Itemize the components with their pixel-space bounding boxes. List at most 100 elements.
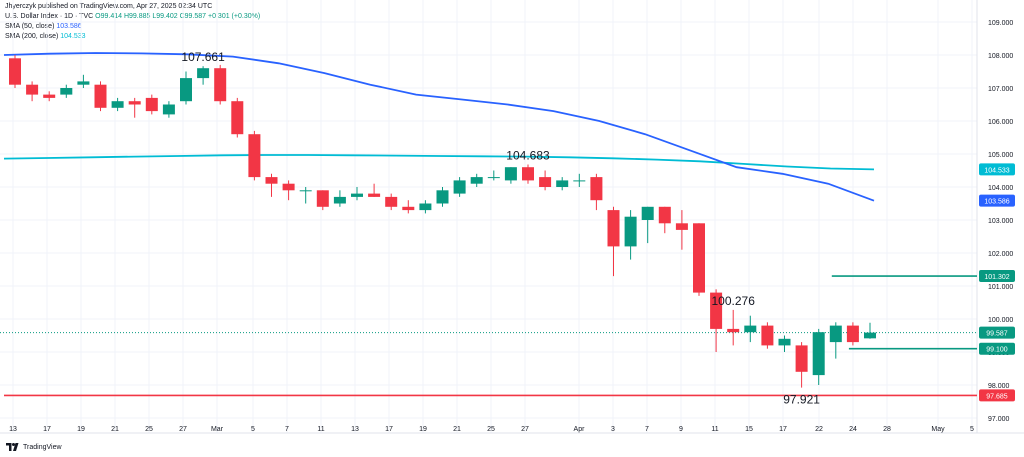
sma200-legend[interactable]: SMA (200, close) 104.533 (5, 32, 260, 42)
date-tick-label: 7 (285, 426, 289, 433)
candle (351, 187, 363, 201)
price-tick-label: 101.000 (988, 284, 1013, 291)
candle (556, 177, 569, 191)
date-tick-label: 24 (849, 426, 857, 433)
candle (419, 200, 432, 214)
candle (145, 94, 158, 115)
candle (60, 84, 73, 98)
candle (470, 173, 483, 187)
candle-body (727, 328, 740, 333)
candle (436, 187, 449, 207)
candle-body (675, 223, 688, 230)
candle-body (26, 84, 39, 95)
candle-body (846, 325, 859, 343)
candle (385, 193, 398, 211)
candle-body (128, 101, 141, 105)
footer[interactable]: TradingView (6, 443, 62, 451)
candle (231, 97, 244, 138)
price-tick-label: 100.000 (988, 317, 1013, 324)
sma50-legend[interactable]: SMA (50, close) 103.586 (5, 22, 260, 32)
candle (9, 55, 21, 88)
chart-header: Jhyerczyk published on TradingView.com, … (5, 2, 260, 42)
candle-body (864, 332, 876, 339)
price-tick-label: 98.000 (988, 383, 1010, 390)
candle (43, 91, 56, 102)
candle-body (214, 68, 227, 102)
horizontal-levels (0, 275, 977, 397)
date-tick-label: 5 (970, 426, 974, 433)
candle-body (77, 81, 90, 85)
date-tick-label: 17 (385, 426, 393, 433)
candle-body (180, 78, 192, 102)
candle-body (453, 180, 466, 194)
candle-body (419, 203, 432, 211)
candle (624, 210, 637, 260)
candle-body (539, 177, 552, 187)
candle-body (607, 210, 620, 247)
level-tag-support-upper-text: 99.100 (986, 347, 1008, 354)
candle-body (145, 97, 158, 112)
candlesticks (9, 55, 876, 388)
candle (641, 206, 654, 244)
candle-body (282, 183, 295, 191)
candle (573, 173, 586, 187)
sma200-legend-value: 104.533 (60, 33, 86, 40)
candle-body (504, 167, 517, 181)
candle-body (9, 58, 21, 85)
candle (829, 322, 842, 359)
candle (812, 328, 825, 385)
candle-body (573, 180, 586, 182)
candle (539, 170, 552, 191)
level-tag-resistance-text: 101.302 (984, 274, 1009, 281)
sma200-price-tag-background (979, 163, 1015, 176)
candle-body (265, 177, 278, 184)
candle (94, 81, 107, 112)
moving-averages (3, 52, 875, 202)
candle (522, 164, 534, 184)
candle-body (316, 190, 329, 207)
candle-body (487, 177, 500, 179)
date-tick-label: 19 (77, 426, 85, 433)
sma200-line (3, 154, 875, 171)
chart-grid (0, 0, 977, 433)
date-tick-label: 11 (711, 426, 718, 433)
date-tick-label: 28 (883, 426, 891, 433)
candle (197, 66, 210, 85)
annotation-label: 97.921 (783, 393, 820, 407)
date-tick-label: 25 (487, 426, 495, 433)
level-tag-support-lower: 97.685 (979, 389, 1015, 402)
candle (744, 315, 757, 343)
candle-body (590, 177, 603, 201)
level-tag-resistance-background (979, 270, 1015, 283)
current-price-tag-text: 99.587 (986, 331, 1008, 338)
date-tick-label: May (931, 426, 945, 433)
date-tick-label: 11 (317, 426, 324, 433)
candle (248, 130, 261, 181)
candle-body (761, 325, 774, 346)
candle-body (60, 88, 73, 95)
candle (402, 200, 415, 214)
candle (368, 183, 381, 197)
current-price-tag: 99.587 (979, 326, 1015, 339)
ohlc-values: O99.414 H99.885 L99.402 C99.587 +0.301 (… (95, 13, 261, 20)
candle-body (111, 101, 124, 108)
candle-body (385, 196, 398, 207)
date-tick-label: 21 (111, 426, 119, 433)
candle (487, 170, 500, 181)
candle (282, 180, 295, 201)
price-tick-label: 97.000 (988, 416, 1010, 423)
date-tick-label: 27 (179, 426, 187, 433)
candle-body (351, 193, 363, 197)
candle-body (812, 332, 825, 376)
candle (265, 173, 278, 197)
sma200-price-tag: 104.533 (979, 163, 1015, 176)
candle-body (470, 177, 483, 184)
candle (761, 322, 774, 349)
candle-body (402, 206, 415, 211)
candle (710, 289, 723, 352)
candle (846, 322, 859, 346)
candle-body (43, 94, 56, 98)
price-tick-label: 107.000 (988, 86, 1013, 93)
date-tick-label: 17 (779, 426, 787, 433)
